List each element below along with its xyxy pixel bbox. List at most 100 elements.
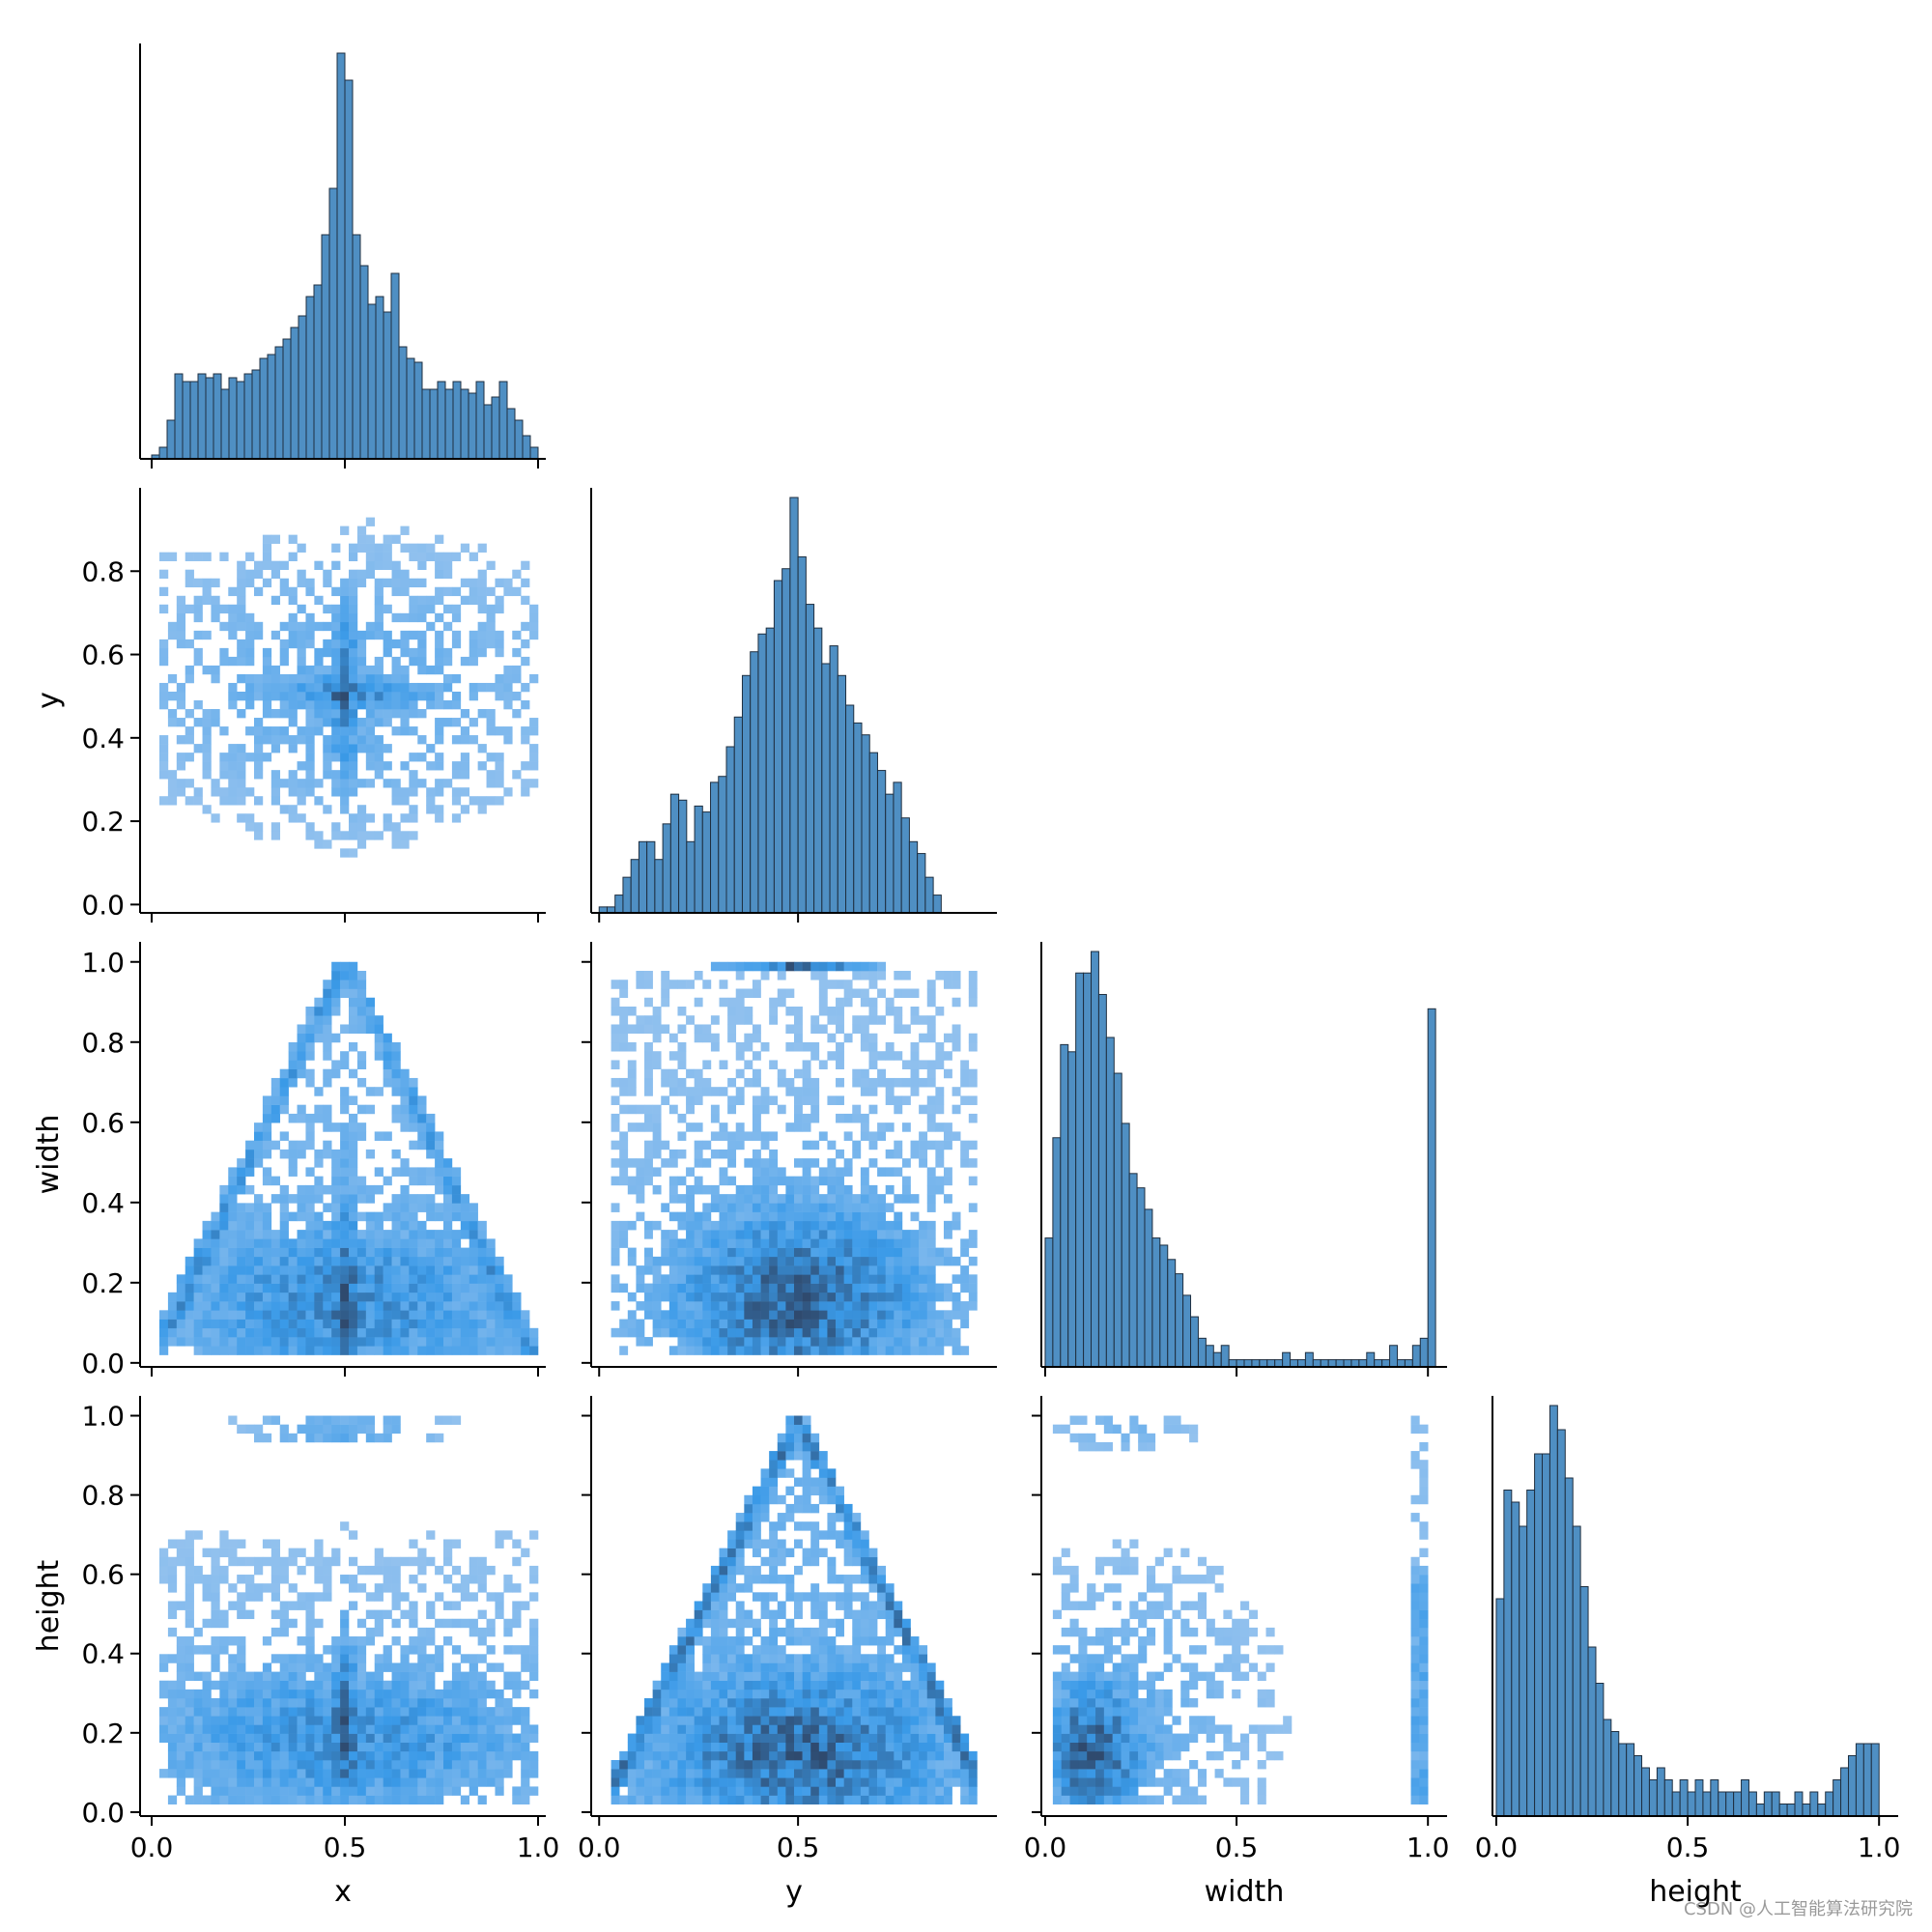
heat-cell — [960, 1238, 970, 1248]
heat-cell — [323, 1698, 332, 1708]
heat-cell — [331, 1777, 341, 1787]
heat-cell — [349, 1140, 358, 1151]
heat-cell — [901, 1310, 911, 1320]
heat-cell — [777, 1265, 786, 1275]
heat-cell — [417, 1707, 427, 1717]
heat-cell — [611, 1274, 620, 1284]
heat-cell — [794, 1441, 803, 1452]
heat-cell — [521, 1716, 530, 1725]
heat-cell — [486, 1238, 496, 1248]
heat-cell — [503, 1750, 513, 1761]
heat-cell — [827, 1211, 837, 1222]
heat-cell — [460, 1346, 470, 1355]
heat-cell — [702, 1750, 712, 1761]
heat-cell — [409, 630, 418, 640]
heat-cell — [694, 1724, 703, 1734]
heat-cell — [340, 1176, 350, 1186]
heat-cell — [340, 665, 350, 675]
heat-cell — [919, 1265, 928, 1275]
heat-cell — [185, 1556, 194, 1567]
heat-cell — [409, 1211, 418, 1222]
heat-cell — [262, 1140, 272, 1151]
hist-bar — [429, 388, 439, 460]
heat-cell — [477, 569, 487, 580]
heat-cell — [619, 980, 629, 989]
heat-cell — [503, 1769, 513, 1778]
heat-cell — [644, 1060, 653, 1069]
heat-cell — [435, 1319, 444, 1329]
heat-cell — [794, 1113, 803, 1123]
heat-cell — [785, 1451, 795, 1461]
heat-cell — [323, 1786, 332, 1796]
heat-cell — [270, 1627, 281, 1637]
heat-cell — [159, 656, 169, 667]
heat-cell — [365, 1149, 376, 1159]
heat-cell — [860, 1247, 869, 1258]
heat-cell — [451, 639, 462, 649]
heat-cell — [686, 1274, 695, 1284]
hist-bar — [483, 404, 493, 460]
heat-cell — [219, 770, 229, 780]
hist-bar — [1136, 1187, 1146, 1368]
heat-cell — [686, 1346, 695, 1355]
heat-cell — [760, 1247, 770, 1258]
heat-cell — [314, 796, 324, 806]
heat-cell — [314, 1548, 324, 1558]
heatmap-width_vs_x — [159, 961, 539, 1355]
heat-cell — [852, 1149, 862, 1159]
heat-cell — [785, 1759, 795, 1770]
heat-cell — [400, 1769, 410, 1778]
heat-cell — [919, 1060, 928, 1069]
heat-cell — [417, 1556, 427, 1567]
heat-cell — [297, 665, 306, 675]
heat-cell — [443, 1689, 453, 1699]
hist-bar — [1374, 1359, 1383, 1368]
heat-cell — [760, 1494, 770, 1505]
heat-cell — [279, 1433, 289, 1443]
heat-cell — [495, 1301, 504, 1311]
heat-cell — [868, 1671, 878, 1682]
heat-cell — [935, 1256, 945, 1266]
hist-bar — [917, 853, 926, 914]
heat-cell — [843, 1167, 853, 1177]
heat-cell — [417, 1750, 427, 1761]
heat-cell — [512, 1609, 522, 1620]
heat-cell — [503, 665, 513, 675]
heat-cell — [752, 1724, 761, 1734]
heat-cell — [894, 1095, 903, 1105]
heat-cell — [460, 578, 470, 588]
heat-cell — [202, 1769, 212, 1778]
axes-1-0 — [139, 488, 546, 914]
heat-cell — [860, 1565, 869, 1576]
heat-cell — [228, 1680, 238, 1690]
heat-cell — [270, 1140, 281, 1151]
heat-cell — [279, 1716, 289, 1725]
heat-cell — [331, 1680, 341, 1690]
heat-cell — [818, 1131, 828, 1141]
heat-cell — [694, 1769, 703, 1778]
heat-cell — [619, 1140, 629, 1151]
heat-cell — [885, 1087, 895, 1096]
heat-cell — [365, 1707, 376, 1717]
hist-bar — [1197, 1337, 1207, 1368]
heat-cell — [611, 1033, 620, 1043]
heat-cell — [752, 988, 761, 999]
heat-cell — [885, 1777, 895, 1787]
heat-cell — [451, 630, 462, 640]
heat-cell — [270, 1301, 281, 1311]
heat-cell — [677, 1786, 687, 1796]
heat-cell — [529, 1592, 539, 1602]
heat-cell — [288, 1194, 298, 1204]
heat-cell — [818, 1256, 828, 1266]
heat-cell — [262, 1176, 272, 1186]
heat-cell — [426, 1627, 436, 1637]
heat-cell — [409, 1636, 418, 1646]
heat-cell — [270, 822, 281, 832]
heat-cell — [270, 744, 281, 753]
heat-cell — [340, 1238, 350, 1248]
hist-bar — [678, 799, 688, 914]
heat-cell — [331, 1247, 341, 1258]
heat-cell — [400, 1230, 410, 1239]
heat-cell — [451, 813, 462, 823]
heat-cell — [735, 1786, 745, 1796]
